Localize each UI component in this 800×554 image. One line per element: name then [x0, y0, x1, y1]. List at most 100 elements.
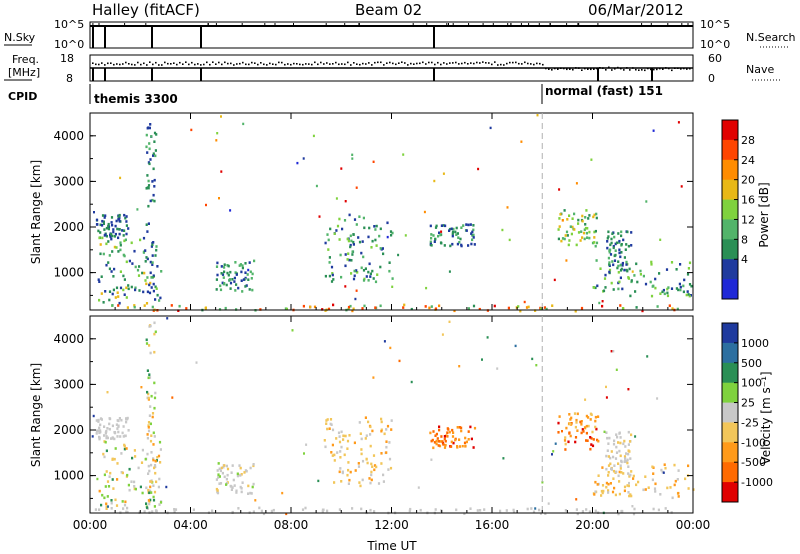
- echo-cell: [119, 435, 122, 438]
- echo-cell: [115, 423, 118, 426]
- echo-cell: [367, 420, 370, 424]
- echo-cell: [666, 486, 669, 490]
- nave-point: [323, 63, 325, 65]
- echo-cell: [558, 188, 561, 191]
- echo-cell: [216, 489, 219, 492]
- echo-cell: [429, 431, 432, 435]
- nave-point: [167, 62, 169, 65]
- echo-cell: [155, 248, 158, 252]
- echo-cell: [609, 482, 612, 485]
- echo-cell: [465, 440, 468, 444]
- x-tick-label: 16:00: [475, 518, 510, 532]
- nave-point: [248, 63, 250, 66]
- echo-cell: [148, 283, 151, 287]
- echo-cell: [585, 414, 588, 418]
- echo-cell: [248, 288, 251, 291]
- echo-cell: [689, 294, 692, 297]
- echo-cell: [356, 271, 359, 274]
- echo-cell: [425, 286, 428, 290]
- echo-cell: [627, 472, 630, 475]
- echo-cell: [619, 304, 622, 307]
- echo-cell: [241, 264, 244, 267]
- echo-cell: [96, 477, 99, 481]
- echo-cell: [330, 265, 334, 269]
- echo-cell: [351, 309, 354, 313]
- echo-cell: [445, 434, 448, 437]
- echo-cell: [110, 499, 113, 502]
- nave-point: [311, 63, 313, 66]
- echo-cell: [574, 309, 577, 313]
- nave-point: [569, 68, 571, 70]
- echo-cell: [581, 428, 584, 431]
- echo-cell: [361, 307, 364, 310]
- echo-cell: [607, 464, 611, 467]
- echo-cell: [604, 273, 607, 277]
- nave-point: [341, 63, 343, 65]
- echo-cell: [440, 509, 443, 512]
- echo-cell: [330, 451, 333, 454]
- nave-point: [260, 62, 262, 64]
- echo-cell: [150, 394, 153, 398]
- echo-cell: [241, 481, 244, 484]
- echo-cell: [321, 308, 324, 311]
- echo-cell: [153, 435, 156, 438]
- echo-cell: [121, 229, 124, 232]
- echo-cell: [147, 464, 150, 468]
- echo-cell: [216, 491, 220, 495]
- echo-cell: [114, 447, 117, 450]
- echo-cell: [371, 429, 374, 433]
- echo-cell: [619, 441, 622, 445]
- echo-cell: [336, 451, 339, 454]
- echo-cell: [388, 269, 391, 273]
- echo-cell: [224, 306, 227, 310]
- echo-cell: [149, 489, 152, 493]
- nave-point: [605, 69, 607, 71]
- echo-cell: [433, 240, 436, 243]
- echo-cell: [99, 252, 102, 256]
- echo-cell: [553, 278, 556, 282]
- echo-cell: [231, 278, 234, 281]
- echo-cell: [587, 424, 590, 428]
- echo-cell: [452, 227, 455, 231]
- nave-point: [146, 64, 148, 66]
- echo-cell: [478, 307, 481, 311]
- echo-cell: [471, 238, 474, 242]
- echo-cell: [122, 274, 125, 278]
- echo-cell: [146, 436, 149, 440]
- echo-cell: [574, 425, 577, 429]
- nave-point: [503, 64, 505, 66]
- echo-cell: [364, 416, 367, 419]
- nave-point: [233, 64, 235, 66]
- echo-cell: [651, 478, 654, 482]
- nave-point: [647, 67, 649, 70]
- echo-cell: [525, 306, 529, 309]
- echo-cell: [146, 396, 149, 400]
- echo-cell: [391, 285, 394, 288]
- echo-cell: [442, 443, 445, 446]
- echo-cell: [110, 507, 113, 510]
- echo-cell: [594, 419, 597, 423]
- echo-cell: [153, 185, 156, 188]
- echo-cell: [117, 424, 120, 428]
- echo-cell: [673, 483, 676, 487]
- echo-cell: [617, 287, 620, 291]
- echo-cell: [118, 213, 121, 217]
- echo-cell: [588, 236, 591, 240]
- nave-point: [449, 62, 451, 64]
- echo-cell: [147, 179, 150, 183]
- nave-point: [674, 67, 676, 69]
- echo-cell: [618, 248, 621, 252]
- nave-point: [662, 68, 664, 70]
- echo-cell: [434, 508, 437, 511]
- echo-cell: [534, 309, 537, 312]
- echo-cell: [579, 420, 582, 424]
- echo-cell: [656, 397, 659, 400]
- echo-cell: [368, 226, 371, 230]
- echo-cell: [133, 304, 136, 307]
- echo-cell: [600, 494, 603, 497]
- echo-cell: [434, 226, 438, 229]
- echo-cell: [364, 267, 367, 270]
- echo-cell: [149, 351, 152, 355]
- cpid-row: CPID themis 3300 normal (fast) 151: [8, 84, 663, 106]
- colorbar-swatch: [722, 402, 738, 423]
